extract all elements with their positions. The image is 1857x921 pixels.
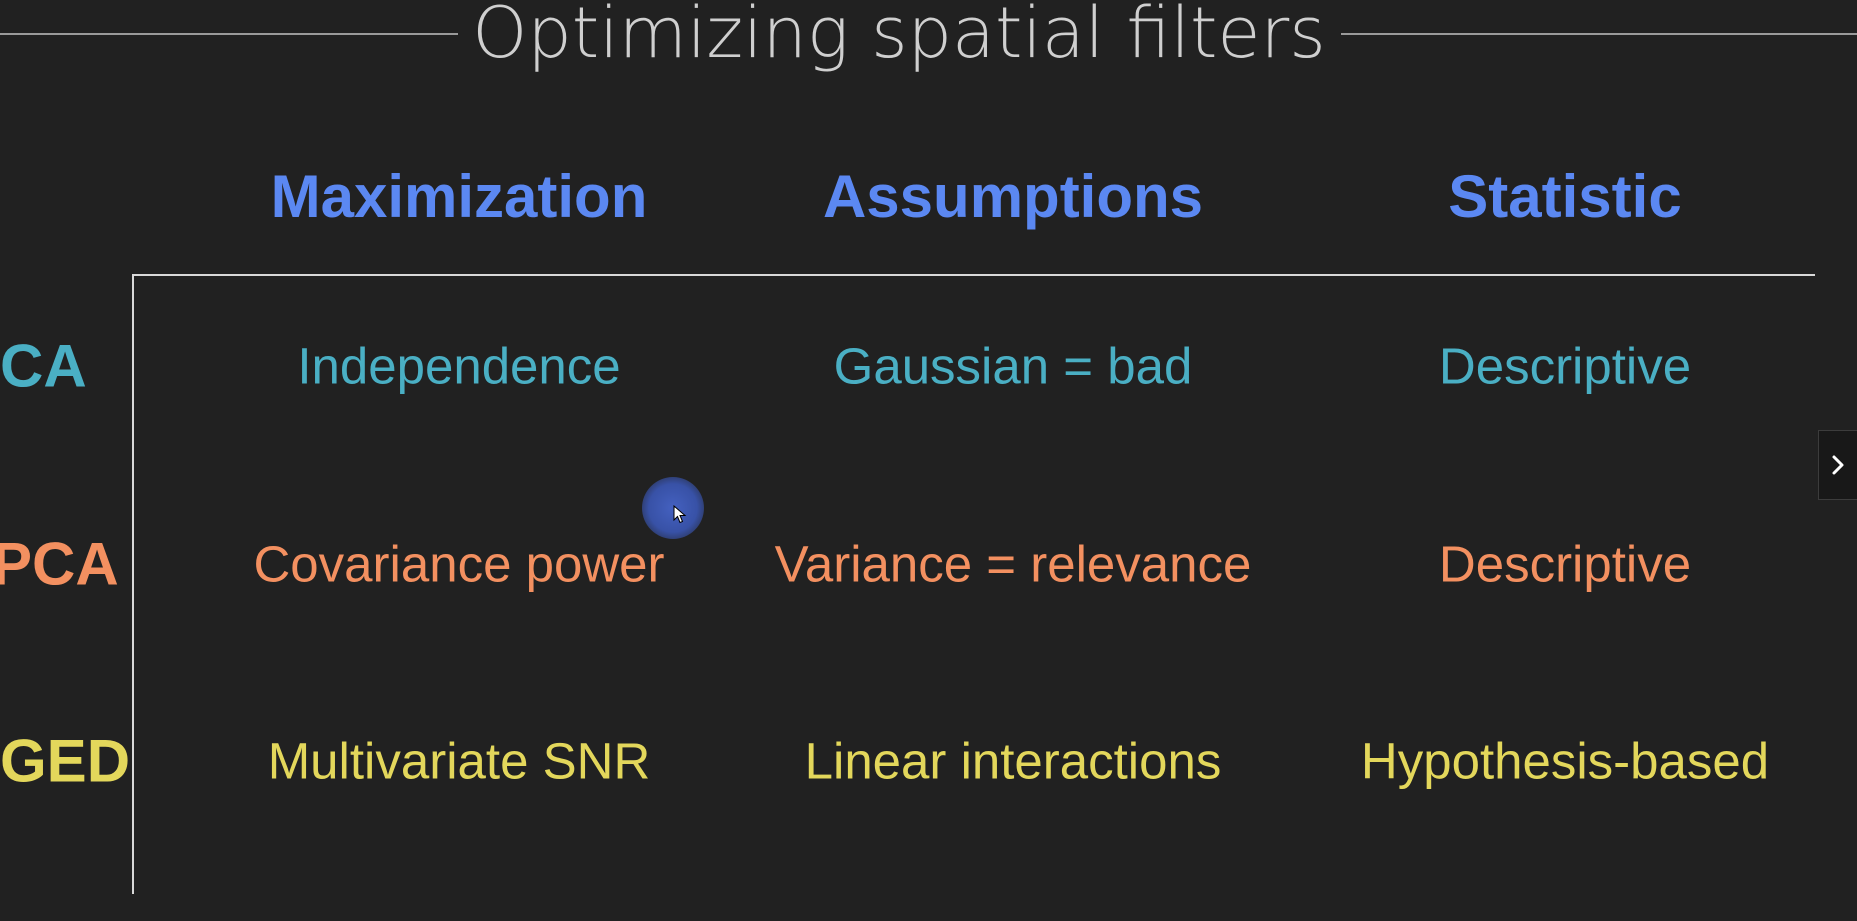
title-rule-right [1341, 33, 1857, 35]
column-header-maximization: Maximization [270, 163, 648, 230]
cursor-highlight [642, 477, 704, 539]
chevron-right-icon [1832, 455, 1844, 475]
cell-ica-maximization: Independence [297, 337, 621, 395]
row-label-ged: GED [0, 727, 131, 795]
cell-ged-statistic: Hypothesis-based [1360, 732, 1770, 790]
column-header-assumptions: Assumptions [822, 163, 1204, 230]
cell-pca-maximization: Covariance power [253, 535, 665, 593]
title-rule-left [0, 33, 458, 35]
cell-pca-assumptions: Variance = relevance [774, 535, 1252, 593]
mouse-pointer-icon [673, 505, 687, 524]
row-label-ica: CA [0, 332, 87, 400]
table-row-label-divider [132, 274, 134, 894]
cell-pca-statistic: Descriptive [1438, 535, 1692, 593]
slide-title: Optimizing spatial filters [472, 0, 1326, 74]
cell-ica-assumptions: Gaussian = bad [833, 337, 1193, 395]
cell-ged-assumptions: Linear interactions [804, 732, 1222, 790]
cell-ica-statistic: Descriptive [1438, 337, 1692, 395]
cell-ged-maximization: Multivariate SNR [267, 732, 651, 790]
table-header-divider [132, 274, 1815, 276]
column-header-statistic: Statistic [1448, 163, 1682, 230]
next-slide-button[interactable] [1818, 430, 1857, 500]
row-label-pca: PCA [0, 530, 119, 598]
